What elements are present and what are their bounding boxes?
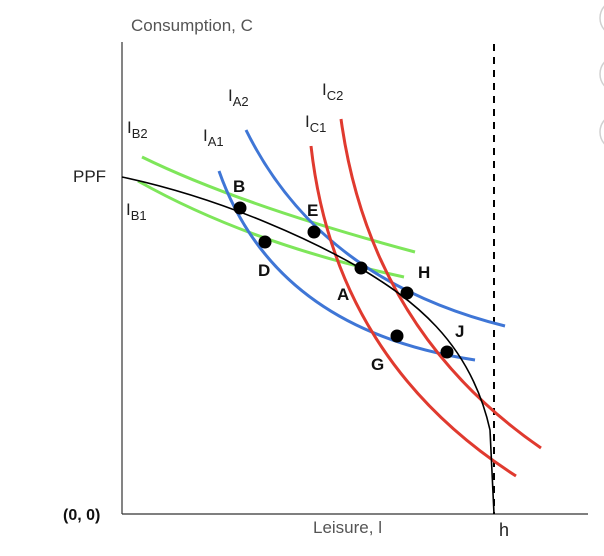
h-label: h [499, 520, 509, 540]
label-ia1: IA1 [203, 126, 224, 149]
point-label-a: A [337, 285, 349, 304]
label-ib1: IB1 [126, 200, 147, 223]
edge-circle-2 [599, 61, 604, 87]
label-ic2: IC2 [322, 80, 343, 103]
edge-circle-1 [599, 5, 604, 31]
curve-ia2 [244, 129, 506, 328]
y-axis-label: Consumption, C [131, 16, 253, 35]
curve-ic1 [309, 145, 517, 478]
point-e [307, 225, 321, 239]
point-label-e: E [307, 201, 318, 220]
label-ib2: IB2 [127, 118, 148, 141]
point-label-h: H [418, 263, 430, 282]
point-b [233, 201, 247, 215]
point-h [400, 286, 414, 300]
point-label-j: J [455, 322, 464, 341]
x-axis-label: Leisure, l [313, 518, 382, 537]
ppf-label: PPF [73, 167, 106, 186]
point-label-g: G [371, 355, 384, 374]
origin-label: (0, 0) [63, 507, 100, 524]
label-ia2: IA2 [228, 86, 249, 109]
edge-circle-3 [599, 119, 604, 145]
curve-ic2 [339, 118, 542, 450]
point-d [258, 235, 272, 249]
curve-ppf [121, 176, 495, 515]
label-ic1: IC1 [305, 112, 326, 135]
point-j [440, 345, 454, 359]
point-a [354, 261, 368, 275]
point-label-d: D [258, 261, 270, 280]
point-g [390, 329, 404, 343]
point-label-b: B [233, 177, 245, 196]
